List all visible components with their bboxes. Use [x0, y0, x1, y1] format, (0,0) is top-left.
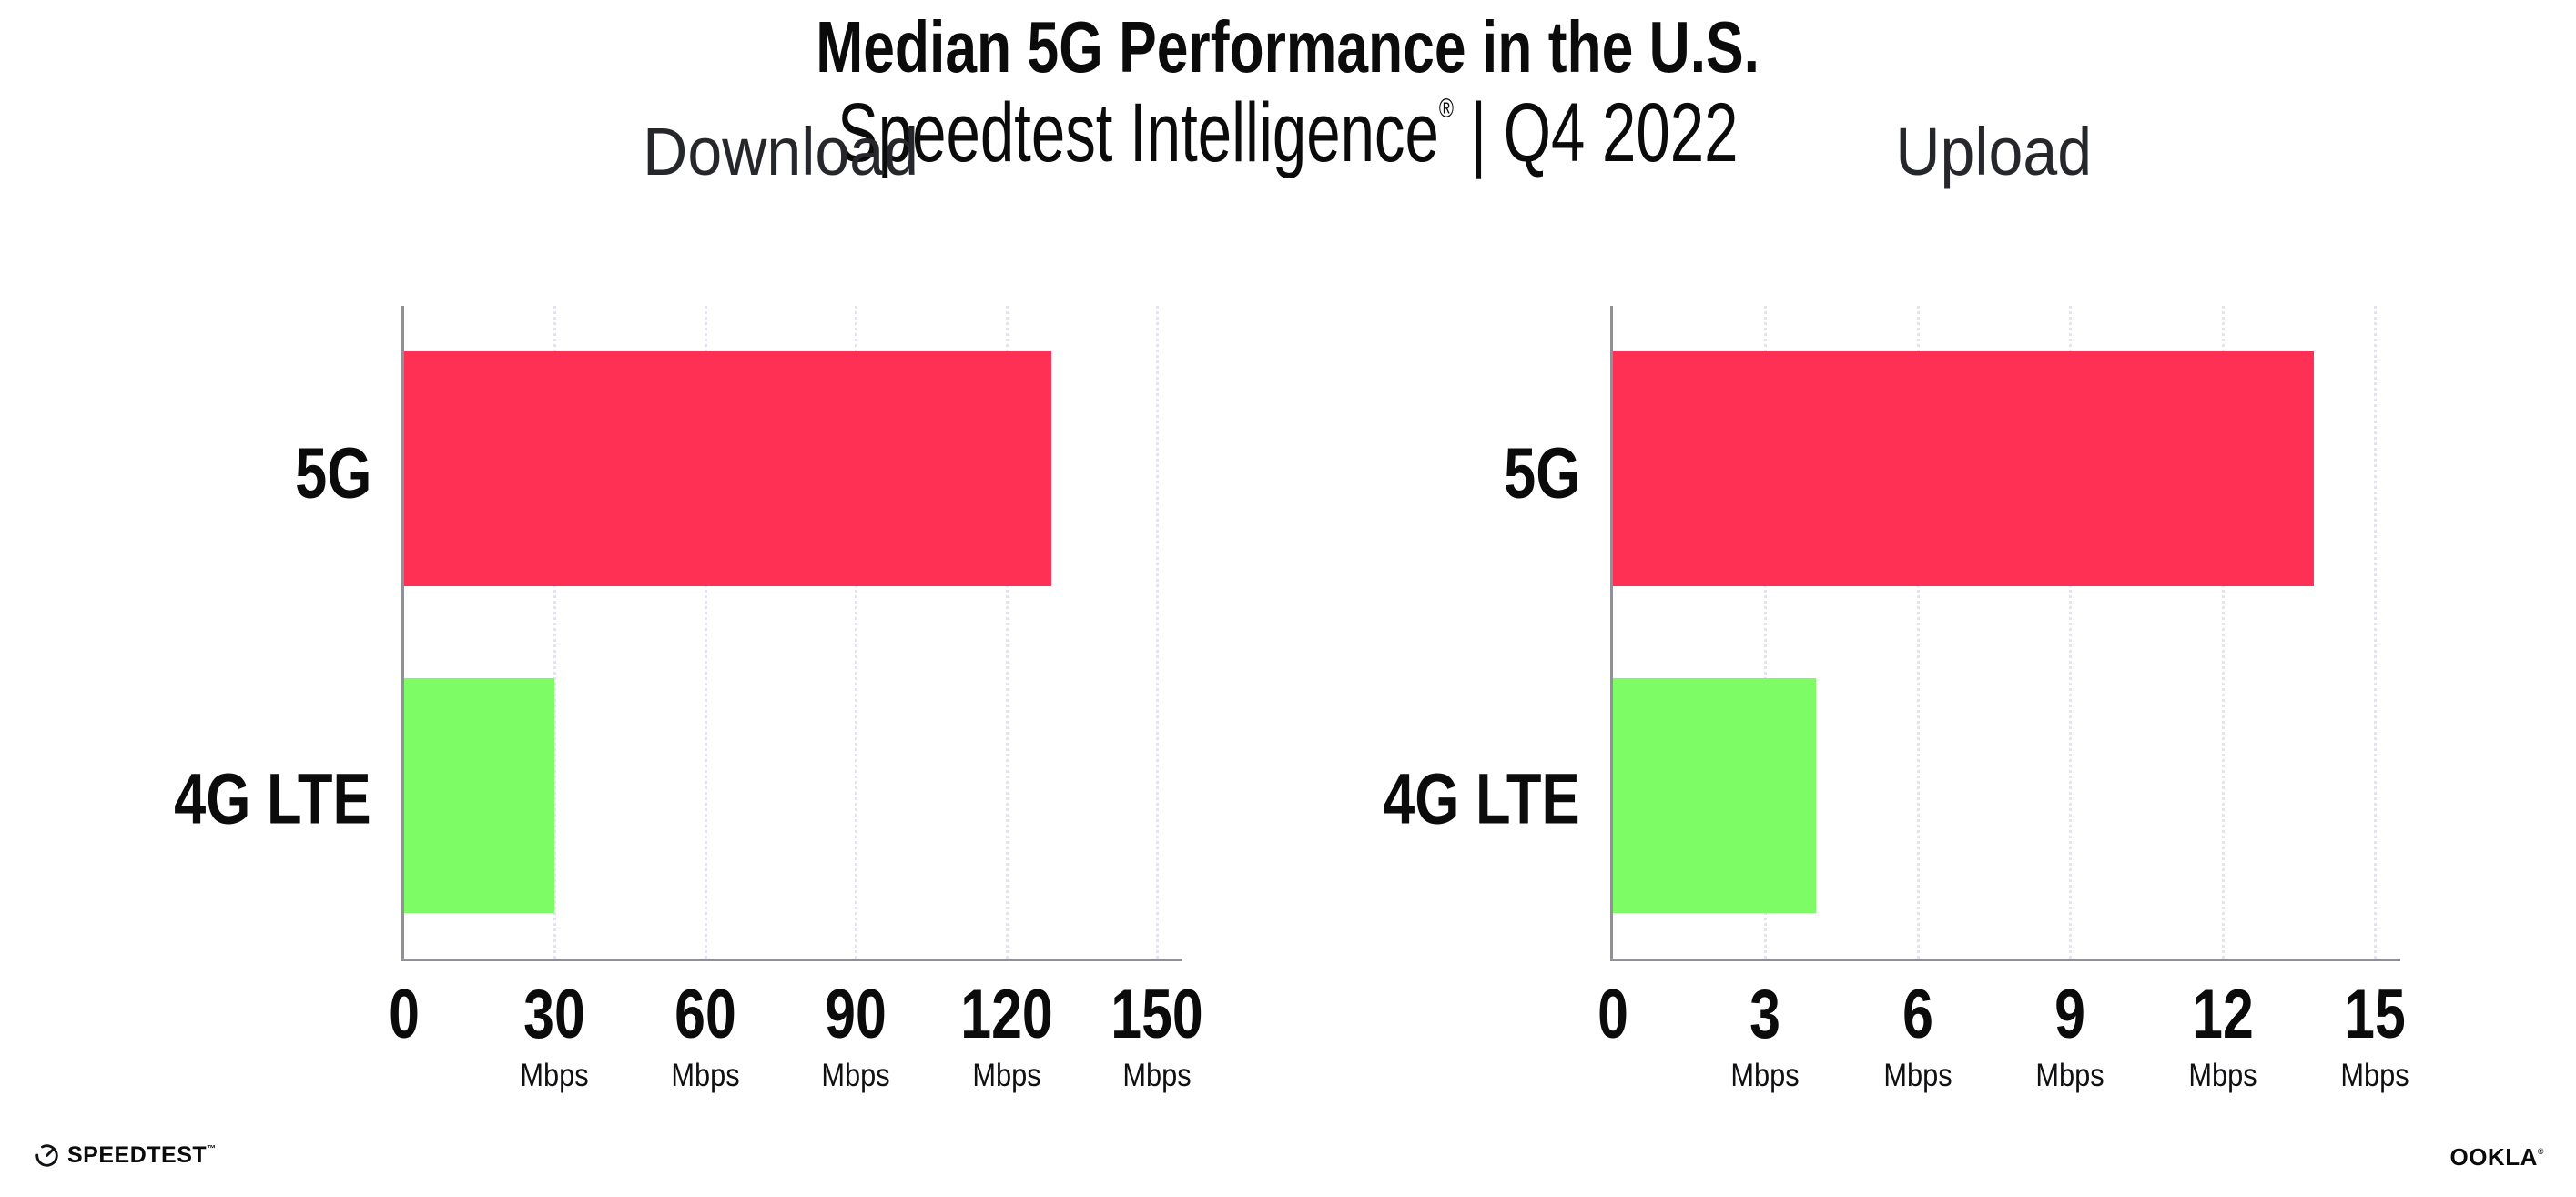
x-tick-value: 30 [523, 976, 586, 1053]
category-label-4g-lte: 4G LTE [1383, 757, 1580, 839]
x-tick-value: 0 [389, 976, 420, 1053]
bar-4g-lte [1613, 677, 1817, 913]
x-tick-9: 9 Mbps [2031, 976, 2109, 1093]
ookla-logo: OOKLA® [2449, 1145, 2544, 1169]
category-label-4g-lte: 4G LTE [174, 757, 371, 839]
gridline-12 [2221, 306, 2225, 959]
x-tick-6: 6 Mbps [1879, 976, 1957, 1093]
x-tick-30: 30 Mbps [516, 976, 594, 1093]
x-tick-0: 0 [1594, 980, 1632, 1050]
subtitle-brand: Speedtest Intelligence [837, 86, 1440, 179]
registered-mark: ® [1439, 94, 1455, 124]
speedtest-logo: SPEEDTEST™ [35, 1143, 216, 1168]
download-x-axis-ticks: 0 30 Mbps 60 Mbps 90 Mbps 120 Mbps 150 Mbps [389, 976, 1203, 1108]
upload-chart-title: Upload [1895, 114, 2093, 189]
x-tick-value: 60 [674, 976, 736, 1053]
gridline-6 [1916, 306, 1920, 959]
gridline-30 [553, 306, 557, 959]
x-tick-value: 3 [1749, 976, 1781, 1053]
x-tick-unit: Mbps [2035, 1058, 2104, 1093]
x-tick-unit: Mbps [971, 1058, 1041, 1093]
speedtest-gauge-icon [35, 1144, 58, 1167]
upload-chart: Upload 5G 4G LTE 0 3 Mbps 6 Mbps 9 Mbps 12 Mbps 15… [1383, 117, 2409, 1091]
page-title: Median 5G Performance in the U.S. [0, 11, 2576, 84]
gridline-9 [2069, 306, 2073, 959]
gridline-60 [704, 306, 707, 959]
x-tick-150: 150 Mbps [1100, 976, 1215, 1093]
x-tick-value: 15 [2344, 976, 2406, 1053]
x-tick-unit: Mbps [1883, 1058, 1952, 1093]
bar-4g-lte [404, 677, 555, 913]
gridline-120 [1005, 306, 1009, 959]
category-label-5g: 5G [294, 431, 371, 513]
x-tick-value: 9 [2054, 976, 2086, 1053]
page-subtitle: Speedtest Intelligence® | Q4 2022 [0, 91, 2576, 175]
x-tick-60: 60 Mbps [666, 976, 745, 1093]
x-tick-12: 12 Mbps [2184, 976, 2262, 1093]
x-tick-unit: Mbps [821, 1058, 890, 1093]
upload-x-axis-ticks: 0 3 Mbps 6 Mbps 9 Mbps 12 Mbps 15 Mbps [1597, 976, 2409, 1108]
page-title-text: Median 5G Performance in the U.S. [816, 6, 1760, 87]
subtitle-period: Q4 2022 [1504, 86, 1739, 179]
download-chart: Download 5G 4G LTE 0 30 Mbps 60 Mbps 90 Mbps 120… [174, 117, 1202, 1091]
gridline-15 [2374, 306, 2377, 959]
x-tick-value: 12 [2191, 976, 2254, 1053]
x-tick-0: 0 [385, 980, 423, 1050]
x-tick-value: 0 [1597, 976, 1628, 1053]
x-tick-15: 15 Mbps [2336, 976, 2414, 1093]
download-chart-title: Download [643, 114, 918, 189]
ookla-wordmark: OOKLA [2449, 1143, 2538, 1171]
upload-x-axis-line [1610, 959, 2400, 961]
x-tick-90: 90 Mbps [816, 976, 895, 1093]
bar-5g [404, 351, 1052, 587]
x-tick-unit: Mbps [671, 1058, 740, 1093]
subtitle-separator: | [1454, 86, 1505, 179]
x-tick-value: 150 [1111, 976, 1203, 1053]
x-tick-3: 3 Mbps [1727, 976, 1805, 1093]
download-x-axis-line [401, 959, 1182, 961]
x-tick-value: 90 [825, 976, 887, 1053]
x-tick-120: 120 Mbps [948, 976, 1064, 1093]
ookla-registered-mark: ® [2537, 1147, 2544, 1156]
x-tick-value: 6 [1902, 976, 1933, 1053]
speedtest-wordmark: SPEEDTEST™ [67, 1142, 217, 1168]
x-tick-unit: Mbps [2340, 1058, 2409, 1093]
x-tick-value: 120 [959, 976, 1053, 1053]
gridline-90 [855, 306, 858, 959]
x-tick-unit: Mbps [520, 1058, 590, 1093]
trademark-mark: ™ [207, 1144, 217, 1154]
bar-5g [1613, 351, 2315, 587]
x-tick-unit: Mbps [1730, 1058, 1800, 1093]
x-tick-unit: Mbps [1122, 1058, 1192, 1093]
gridline-150 [1156, 306, 1159, 959]
x-tick-unit: Mbps [2187, 1058, 2257, 1093]
gridline-3 [1764, 306, 1768, 959]
category-label-5g: 5G [1503, 431, 1580, 513]
